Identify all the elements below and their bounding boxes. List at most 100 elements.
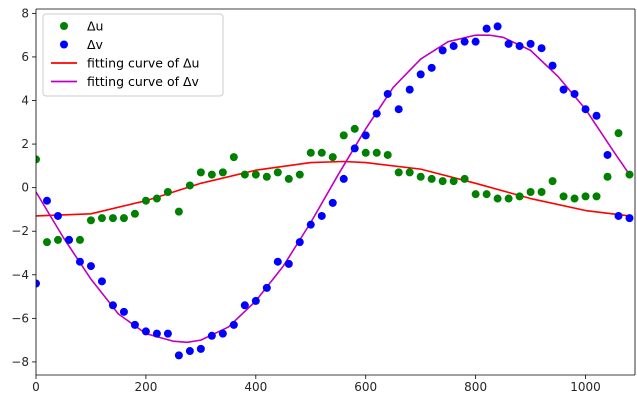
data-point-delta-u bbox=[493, 194, 502, 203]
data-point-delta-v bbox=[196, 344, 205, 353]
data-point-delta-u bbox=[581, 192, 590, 201]
data-point-delta-v bbox=[207, 331, 216, 340]
data-point-delta-u bbox=[119, 214, 128, 223]
data-point-delta-v bbox=[273, 257, 282, 266]
data-point-delta-u bbox=[537, 188, 546, 196]
legend-label: fitting curve of Δv bbox=[87, 74, 200, 89]
data-point-delta-u bbox=[438, 177, 447, 186]
data-point-delta-u bbox=[317, 148, 326, 157]
data-point-delta-v bbox=[42, 196, 51, 205]
data-point-delta-u bbox=[416, 172, 425, 181]
data-point-delta-v bbox=[515, 42, 524, 51]
data-point-delta-u bbox=[152, 194, 161, 203]
data-point-delta-u bbox=[427, 174, 436, 183]
data-point-delta-u bbox=[592, 192, 601, 201]
legend-marker bbox=[60, 22, 68, 30]
data-point-delta-v bbox=[174, 351, 183, 360]
y-tick-label: 0 bbox=[21, 181, 29, 195]
data-point-delta-u bbox=[339, 131, 348, 140]
data-point-delta-v bbox=[86, 262, 95, 271]
x-tick-label: 600 bbox=[354, 380, 377, 394]
data-point-delta-v bbox=[482, 24, 491, 33]
data-point-delta-v bbox=[64, 235, 73, 244]
data-point-delta-u bbox=[361, 148, 370, 157]
data-point-delta-v bbox=[383, 89, 392, 98]
data-point-delta-u bbox=[295, 170, 304, 179]
data-point-delta-u bbox=[526, 188, 535, 196]
data-point-delta-v bbox=[416, 70, 425, 79]
data-point-delta-u bbox=[284, 174, 293, 183]
data-point-delta-v bbox=[427, 63, 436, 72]
x-tick-label: 800 bbox=[464, 380, 487, 394]
legend-label: Δv bbox=[87, 37, 104, 52]
data-point-delta-u bbox=[207, 170, 216, 179]
y-tick-label: 8 bbox=[21, 6, 29, 20]
y-tick-label: 6 bbox=[21, 50, 29, 64]
legend-label: fitting curve of Δu bbox=[87, 56, 199, 71]
data-point-delta-v bbox=[581, 105, 590, 114]
data-point-delta-u bbox=[130, 209, 139, 218]
data-point-delta-v bbox=[152, 329, 161, 338]
data-point-delta-v bbox=[130, 320, 139, 329]
data-point-delta-v bbox=[493, 22, 502, 31]
data-point-delta-v bbox=[460, 37, 469, 46]
data-point-delta-v bbox=[251, 296, 260, 305]
data-point-delta-u bbox=[504, 194, 513, 203]
data-point-delta-u bbox=[603, 172, 612, 181]
data-point-delta-u bbox=[383, 150, 392, 159]
data-point-delta-v bbox=[559, 85, 568, 94]
y-tick-label: 2 bbox=[21, 137, 29, 151]
data-point-delta-u bbox=[262, 172, 271, 181]
data-point-delta-u bbox=[570, 194, 579, 203]
data-point-delta-v bbox=[548, 61, 557, 70]
data-point-delta-u bbox=[53, 235, 62, 244]
data-point-delta-v bbox=[53, 211, 62, 220]
data-point-delta-v bbox=[317, 211, 326, 220]
data-point-delta-v bbox=[284, 259, 293, 268]
data-point-delta-v bbox=[625, 214, 634, 223]
data-point-delta-v bbox=[394, 105, 403, 114]
data-point-delta-v bbox=[372, 109, 381, 118]
legend: Δu Δv fitting curve of Δu fitting curve of … bbox=[42, 13, 224, 97]
data-point-delta-u bbox=[97, 214, 106, 223]
x-tick-label: 400 bbox=[244, 380, 267, 394]
data-point-delta-u bbox=[449, 177, 458, 186]
data-point-delta-u bbox=[174, 207, 183, 216]
x-tick-label: 200 bbox=[134, 380, 157, 394]
data-point-delta-u bbox=[218, 168, 227, 177]
data-point-delta-v bbox=[471, 37, 480, 46]
data-point-delta-v bbox=[295, 238, 304, 247]
x-tick-label: 1000 bbox=[570, 380, 601, 394]
data-point-delta-v bbox=[119, 307, 128, 316]
y-tick-label: −4 bbox=[11, 268, 29, 282]
data-point-delta-v bbox=[240, 301, 249, 310]
data-point-delta-v bbox=[218, 329, 227, 338]
data-point-delta-v bbox=[306, 220, 315, 229]
data-point-delta-u bbox=[482, 190, 491, 199]
data-point-delta-v bbox=[97, 277, 106, 286]
data-point-delta-v bbox=[405, 85, 414, 94]
data-point-delta-u bbox=[614, 129, 623, 138]
data-point-delta-v bbox=[614, 211, 623, 220]
data-point-delta-v bbox=[75, 257, 84, 266]
data-point-delta-v bbox=[163, 329, 172, 338]
data-point-delta-u bbox=[240, 170, 249, 179]
data-point-delta-u bbox=[328, 153, 337, 162]
plot-data-layer bbox=[36, 22, 634, 360]
data-point-delta-v bbox=[328, 198, 337, 207]
data-point-delta-u bbox=[75, 235, 84, 244]
data-point-delta-v bbox=[108, 301, 117, 310]
data-point-delta-u bbox=[141, 196, 150, 205]
data-point-delta-u bbox=[405, 168, 414, 177]
data-point-delta-v bbox=[537, 44, 546, 53]
y-tick-label: −8 bbox=[11, 355, 29, 369]
data-point-delta-u bbox=[471, 190, 480, 199]
data-point-delta-u bbox=[460, 174, 469, 183]
data-point-delta-v bbox=[229, 320, 238, 329]
legend-label: Δu bbox=[87, 19, 103, 34]
data-point-delta-u bbox=[86, 216, 95, 225]
data-point-delta-u bbox=[251, 170, 260, 179]
legend-marker bbox=[60, 40, 68, 49]
